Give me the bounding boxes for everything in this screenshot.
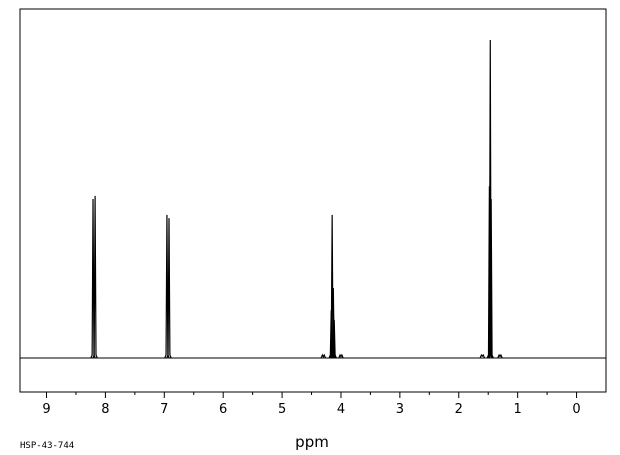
x-tick-label: 4 xyxy=(337,402,345,417)
x-tick-label: 7 xyxy=(160,402,168,417)
x-tick-label: 5 xyxy=(278,402,286,417)
x-axis: 9 8 7 6 5 4 3 2 1 0 xyxy=(42,392,581,417)
impurity-peak xyxy=(320,353,327,359)
x-tick-label: 8 xyxy=(101,402,109,417)
plot-frame xyxy=(19,8,607,393)
spectrum-trace-layer xyxy=(20,39,606,359)
x-tick-label: 0 xyxy=(572,402,580,417)
spectrum-peak xyxy=(330,288,337,359)
impurity-peak xyxy=(338,353,344,359)
spectrum-peak xyxy=(331,319,337,359)
spectrum-peak xyxy=(488,198,494,359)
x-tick-label: 6 xyxy=(219,402,227,417)
spectrum-peak xyxy=(166,218,172,359)
x-axis-title: ppm xyxy=(295,433,329,451)
x-tick-label: 1 xyxy=(514,402,522,417)
x-tick-label: 2 xyxy=(455,402,463,417)
spectrum-peak xyxy=(92,195,98,359)
impurity-peak xyxy=(479,353,486,359)
x-tick-label: 9 xyxy=(42,402,50,417)
sample-id-label: HSP-43-744 xyxy=(20,441,74,451)
x-tick-label: 3 xyxy=(396,402,404,417)
impurity-peak xyxy=(497,353,503,359)
spectrum-peak xyxy=(487,39,494,359)
